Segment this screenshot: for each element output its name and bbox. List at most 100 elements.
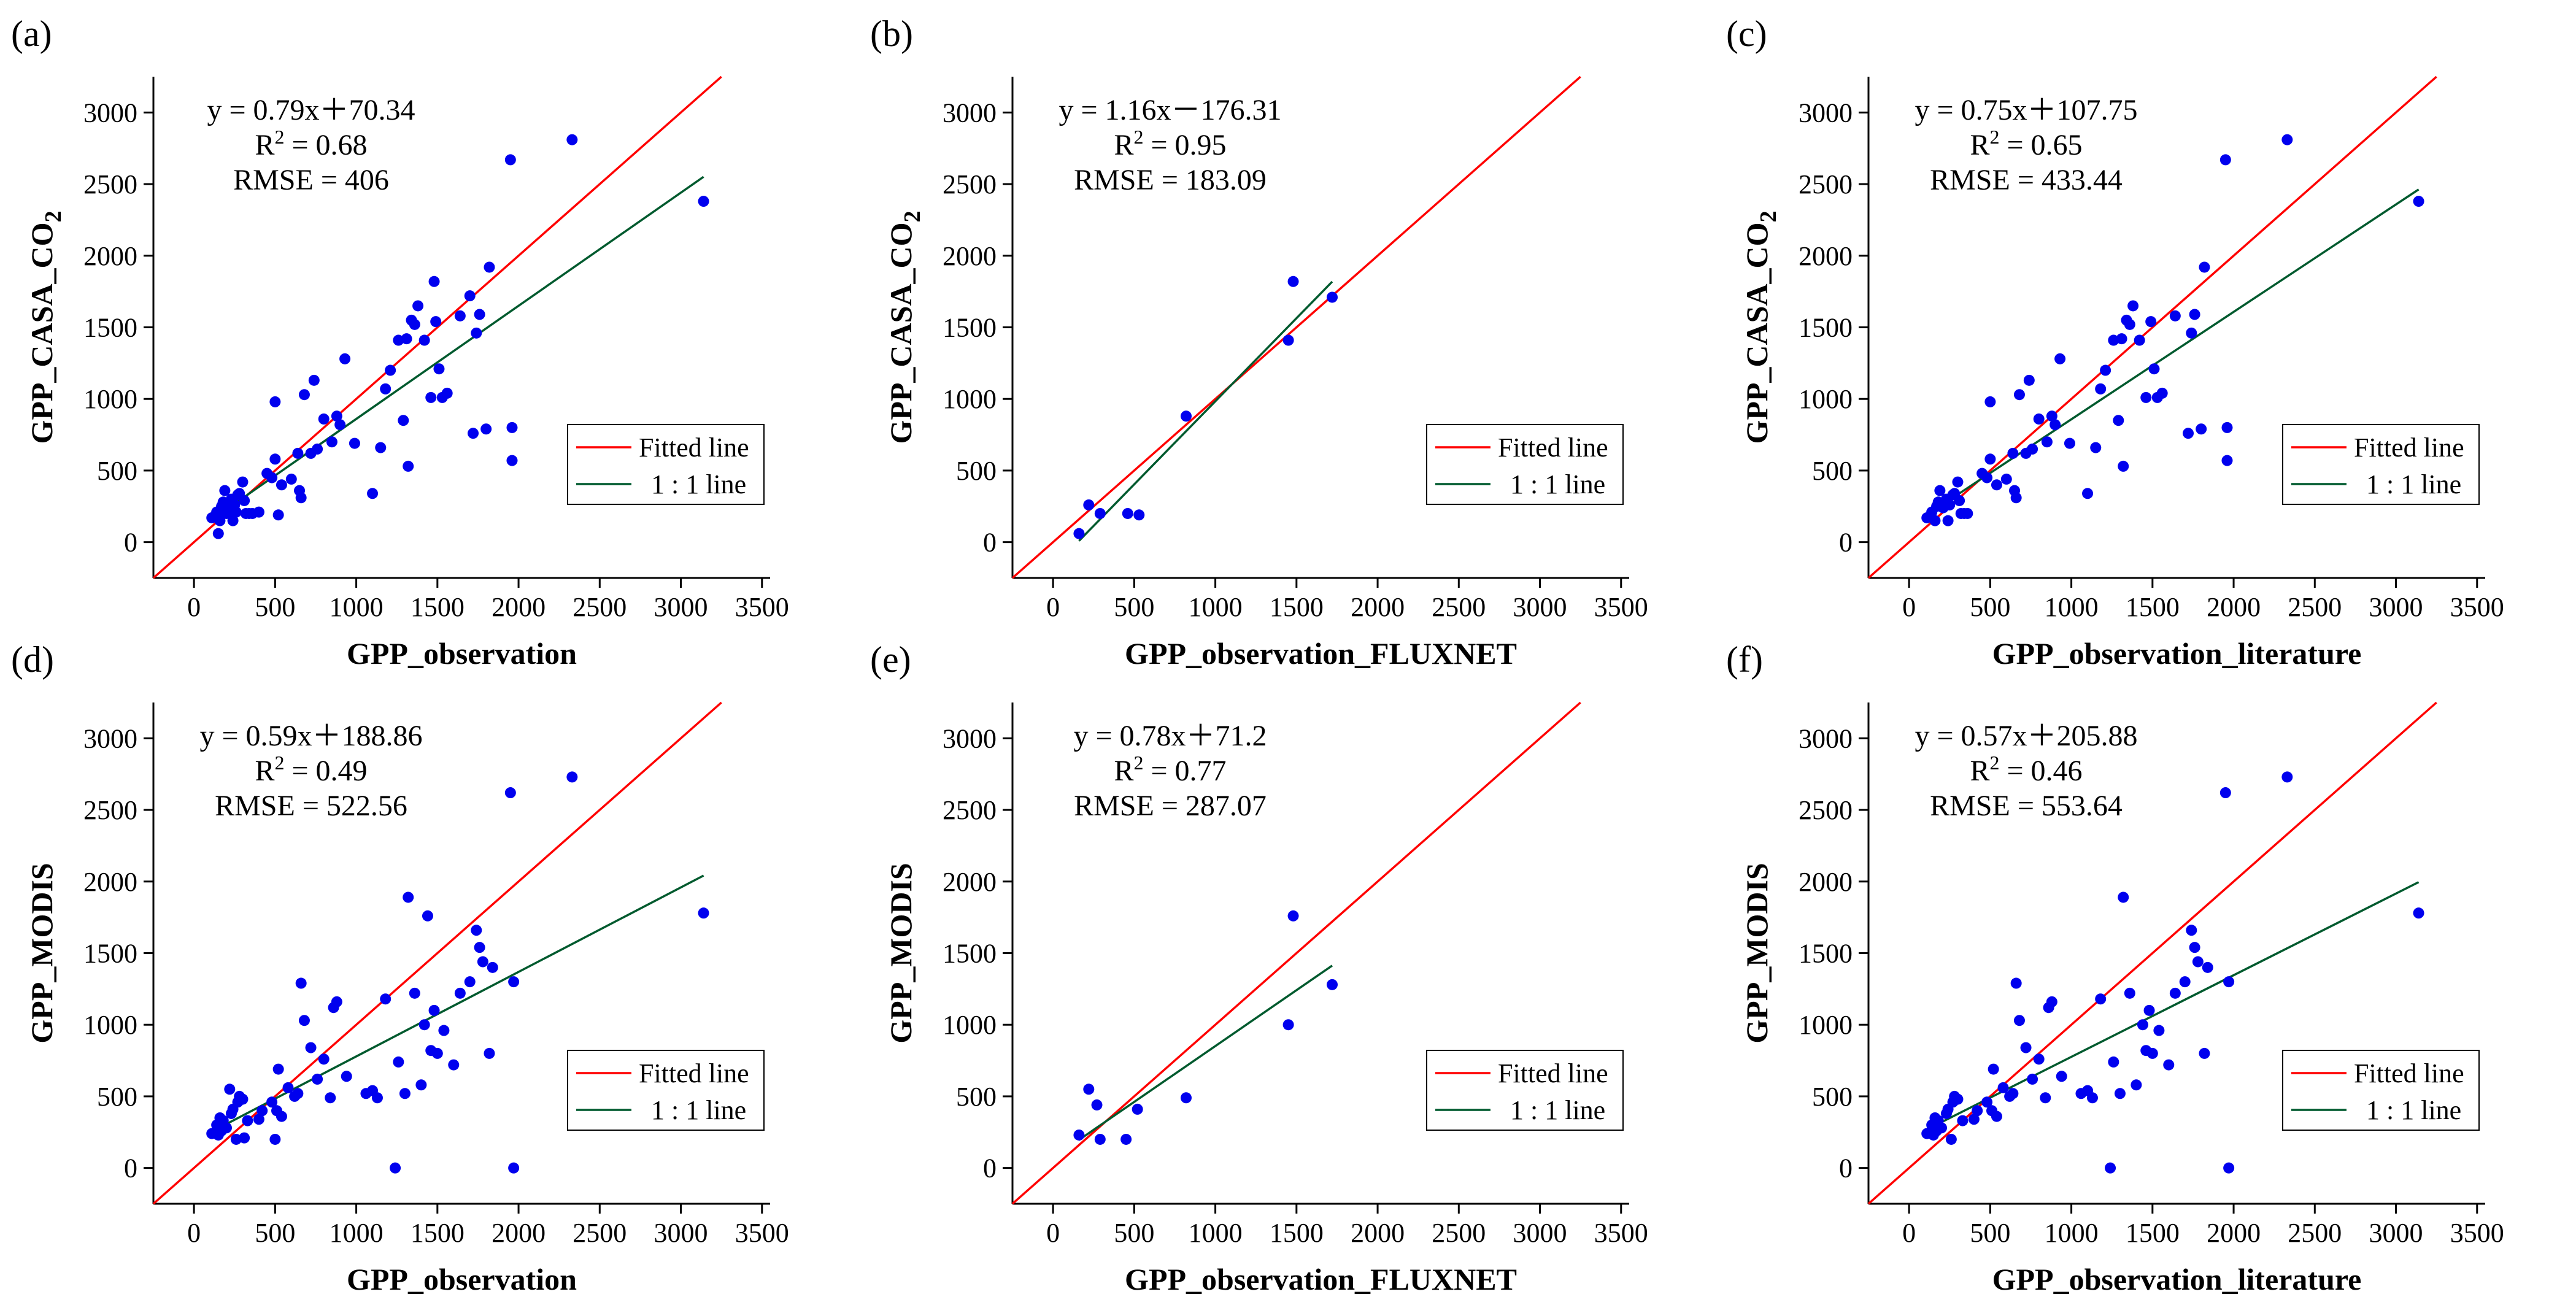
data-point (2145, 316, 2157, 328)
data-point (253, 1114, 264, 1125)
data-point (2189, 309, 2200, 320)
regression-equation: y = 1.16x－176.31 (1059, 94, 1281, 126)
regression-equation: y = 0.59x＋188.86 (199, 720, 422, 752)
data-point (269, 1133, 281, 1145)
y-tick-label: 2000 (83, 241, 137, 271)
x-tick-label: 3000 (2369, 592, 2423, 622)
x-tick-label: 0 (1902, 1218, 1916, 1248)
data-point (2148, 363, 2160, 375)
data-point (438, 1025, 450, 1036)
data-point (2046, 996, 2057, 1007)
data-point (474, 309, 485, 320)
data-point (454, 310, 466, 321)
legend-label-one-to-one: 1 : 1 line (2366, 1095, 2461, 1125)
data-point (292, 1088, 304, 1099)
legend-label-one-to-one: 1 : 1 line (2366, 469, 2461, 499)
data-point (1936, 1122, 1948, 1134)
x-tick-label: 3500 (735, 592, 789, 622)
data-point (326, 436, 337, 448)
data-point (237, 476, 249, 488)
data-point (464, 976, 476, 988)
data-point (1083, 499, 1095, 510)
data-point (398, 415, 409, 426)
x-tick-label: 3500 (735, 1218, 789, 1248)
legend-label-one-to-one: 1 : 1 line (1510, 469, 1605, 499)
data-point (1073, 1129, 1085, 1141)
data-point (2050, 419, 2061, 431)
y-tick-label: 3000 (943, 723, 997, 753)
data-point (2054, 353, 2066, 364)
data-point (385, 364, 396, 376)
y-tick-label: 0 (983, 528, 997, 558)
data-point (212, 528, 224, 539)
y-axis-title: GPP_MODIS (1740, 863, 1774, 1043)
x-tick-label: 3500 (2450, 592, 2504, 622)
data-point (1972, 1105, 1983, 1117)
data-point (2027, 1073, 2038, 1085)
data-point (227, 515, 239, 526)
x-tick-label: 3000 (654, 1218, 708, 1248)
data-point (2189, 942, 2200, 953)
data-point (390, 1162, 401, 1174)
y-axis-title: GPP_MODIS (25, 863, 59, 1043)
data-point (272, 1063, 284, 1075)
data-point (1988, 1063, 1999, 1075)
y-tick-label: 1500 (1799, 939, 1853, 969)
data-point (2169, 310, 2181, 321)
legend-label-fitted: Fitted line (639, 433, 749, 463)
data-point (2056, 1071, 2067, 1082)
data-point (239, 495, 250, 506)
y-tick-label: 2000 (943, 241, 997, 271)
x-tick-label: 500 (255, 1218, 295, 1248)
data-point (1287, 910, 1299, 922)
legend: Fitted line 1 : 1 line (567, 1050, 765, 1131)
data-point (566, 134, 578, 145)
legend-box (1426, 424, 1624, 505)
x-tick-label: 1000 (2045, 592, 2099, 622)
data-point (422, 910, 433, 922)
data-point (2156, 387, 2168, 399)
r-squared: R2 = 0.65 (1970, 126, 2082, 161)
data-point (2124, 987, 2135, 999)
data-point (2000, 473, 2012, 485)
r-squared: R2 = 0.77 (1114, 752, 1226, 787)
data-point (1091, 1099, 1103, 1111)
data-point (2196, 423, 2207, 435)
data-point (428, 275, 440, 287)
x-tick-label: 3000 (1513, 1218, 1567, 1248)
data-point (269, 396, 281, 407)
panel-label: (b) (870, 13, 913, 54)
data-point (2020, 1042, 2032, 1053)
data-point (698, 907, 709, 919)
data-point (305, 1042, 317, 1053)
legend-box (1426, 1050, 1624, 1131)
rmse: RMSE = 553.64 (1930, 790, 2123, 822)
y-axis-title: GPP_CASA_CO2 (1740, 210, 1781, 444)
y-tick-label: 1000 (943, 384, 997, 414)
data-point (1991, 1111, 2002, 1122)
data-point (409, 318, 420, 330)
y-tick-label: 0 (124, 528, 137, 558)
data-point (2105, 1162, 2116, 1174)
data-point (230, 506, 242, 518)
legend-label-fitted: Fitted line (639, 1058, 749, 1088)
y-tick-label: 1500 (943, 939, 997, 969)
regression-line (1078, 964, 1333, 1141)
y-tick-label: 2000 (83, 867, 137, 897)
data-point (367, 488, 379, 499)
x-tick-label: 3000 (1513, 592, 1567, 622)
data-point (1957, 1115, 1969, 1126)
data-point (2221, 422, 2233, 433)
data-point (468, 428, 479, 439)
data-point (484, 261, 495, 273)
data-point (566, 771, 578, 783)
data-point (2127, 300, 2139, 312)
data-point (2143, 1004, 2155, 1016)
data-point (504, 787, 516, 799)
data-point (415, 1079, 427, 1091)
panel-label: (c) (1726, 13, 1767, 54)
legend-label-fitted: Fitted line (2354, 1058, 2464, 1088)
y-tick-label: 3000 (1799, 723, 1853, 753)
data-point (1952, 1093, 1964, 1105)
